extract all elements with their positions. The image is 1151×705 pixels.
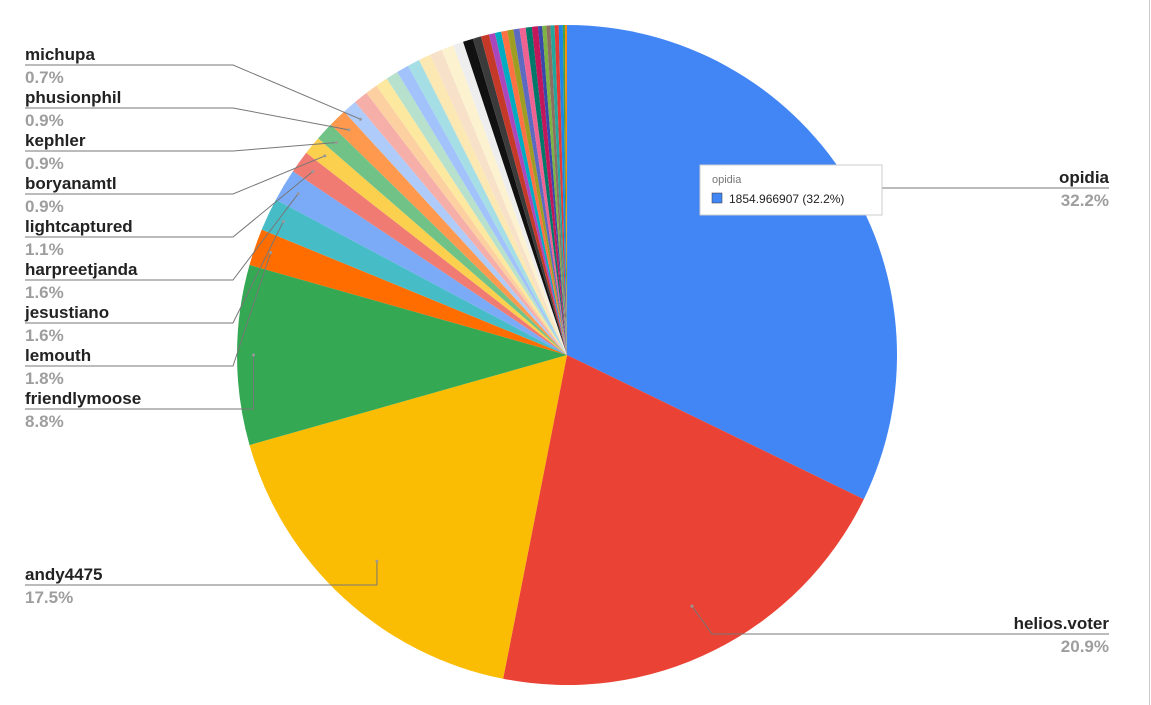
pie-slice bbox=[397, 65, 567, 356]
pie-slice bbox=[501, 30, 567, 356]
pie-slice bbox=[306, 138, 567, 355]
leader-dot bbox=[375, 559, 379, 563]
tooltip: opidia 1854.966907 (32.2%) bbox=[699, 164, 883, 216]
value-label: 8.8% bbox=[25, 412, 64, 431]
pie-slice bbox=[488, 32, 567, 355]
pie-slice bbox=[463, 38, 567, 356]
leader-line bbox=[25, 155, 326, 195]
slice-label: jesustiano bbox=[24, 303, 109, 322]
pie-slice bbox=[419, 54, 567, 355]
leader-dot bbox=[269, 251, 273, 255]
pie-slice bbox=[344, 102, 567, 355]
pie-slice bbox=[542, 25, 567, 355]
pie-slice bbox=[507, 29, 567, 355]
leader-dot bbox=[334, 141, 338, 145]
slice-label: opidia bbox=[1059, 168, 1110, 187]
leader-line bbox=[25, 193, 299, 281]
leader-dot bbox=[252, 353, 255, 357]
leader-line bbox=[25, 64, 361, 120]
slice-label: andy4475 bbox=[25, 565, 103, 584]
value-label: 1.6% bbox=[25, 283, 64, 302]
pie-slice bbox=[355, 92, 567, 356]
leader-line bbox=[25, 171, 314, 238]
value-label: 0.9% bbox=[25, 111, 64, 130]
pie-slice bbox=[249, 355, 567, 679]
leader-dot bbox=[323, 154, 327, 158]
pie-slice bbox=[249, 229, 567, 355]
pie-slice bbox=[567, 25, 897, 500]
pie-slice bbox=[441, 45, 567, 355]
leader-line bbox=[25, 142, 337, 152]
leader-line bbox=[25, 221, 284, 324]
tooltip-box bbox=[699, 164, 883, 216]
leader-dot bbox=[690, 604, 694, 608]
leader-dot bbox=[296, 192, 300, 196]
leader-dot bbox=[311, 170, 315, 174]
labels: opidia 32.2% helios.voter 20.9% andy4475 17.5… bbox=[24, 45, 1110, 656]
pie-slice bbox=[386, 72, 567, 355]
slice-label: boryanamtl bbox=[25, 174, 117, 193]
pie-slice bbox=[275, 171, 567, 355]
leader-line bbox=[691, 605, 1109, 635]
value-label: 1.1% bbox=[25, 240, 64, 259]
slice-label: michupa bbox=[25, 45, 95, 64]
value-label: 17.5% bbox=[25, 588, 73, 607]
pie-slice bbox=[550, 25, 567, 356]
slice-label: lightcaptured bbox=[25, 217, 133, 236]
leader-line bbox=[25, 561, 378, 586]
value-label: 1.8% bbox=[25, 369, 64, 388]
pie-slice bbox=[430, 49, 567, 356]
pie-slice bbox=[495, 31, 567, 356]
leader-dot bbox=[281, 220, 285, 224]
pie-slice bbox=[376, 78, 567, 355]
slice-label: helios.voter bbox=[1014, 614, 1110, 633]
tooltip-title: opidia bbox=[712, 174, 742, 186]
value-label: 32.2% bbox=[1061, 191, 1109, 210]
pie-slice bbox=[564, 25, 567, 355]
pie-slice bbox=[538, 25, 567, 356]
pie-slice bbox=[503, 355, 864, 685]
pie-slice bbox=[525, 26, 567, 356]
pie-slice bbox=[562, 25, 567, 356]
leader-line bbox=[25, 355, 254, 410]
leader-dot bbox=[347, 128, 351, 132]
tooltip-swatch bbox=[711, 192, 723, 204]
slice-label: lemouth bbox=[25, 346, 91, 365]
pie-slice bbox=[531, 26, 567, 355]
pie-slice bbox=[453, 41, 567, 355]
leader-line bbox=[25, 252, 272, 367]
pie-slice bbox=[292, 152, 567, 355]
pie-slice bbox=[546, 25, 567, 355]
pie-slice bbox=[408, 60, 567, 356]
pie-slice bbox=[472, 36, 567, 355]
value-label: 20.9% bbox=[1061, 637, 1109, 656]
value-label: 0.9% bbox=[25, 197, 64, 216]
pie-slice bbox=[554, 25, 567, 355]
value-label: 0.9% bbox=[25, 154, 64, 173]
value-label: 1.6% bbox=[25, 326, 64, 345]
pie-slice bbox=[330, 111, 567, 356]
pie-slice bbox=[513, 28, 567, 355]
pie-slice bbox=[558, 25, 567, 355]
pie-slice bbox=[318, 124, 567, 356]
value-label: 0.7% bbox=[25, 68, 64, 87]
slice-label: phusionphil bbox=[25, 88, 121, 107]
leader-dot bbox=[358, 117, 362, 121]
pie-slice bbox=[261, 199, 567, 355]
slice-label: friendlymoose bbox=[25, 389, 141, 408]
pie-slice bbox=[366, 85, 567, 356]
pie-slice bbox=[480, 34, 567, 356]
pie-slice bbox=[519, 27, 567, 356]
slice-label: harpreetjanda bbox=[25, 260, 138, 279]
pie bbox=[237, 25, 897, 685]
pie-slice bbox=[237, 264, 567, 446]
tooltip-text: 1854.966907 (32.2%) bbox=[729, 192, 844, 206]
leader-line bbox=[25, 107, 349, 131]
slice-label: kephler bbox=[25, 131, 86, 150]
